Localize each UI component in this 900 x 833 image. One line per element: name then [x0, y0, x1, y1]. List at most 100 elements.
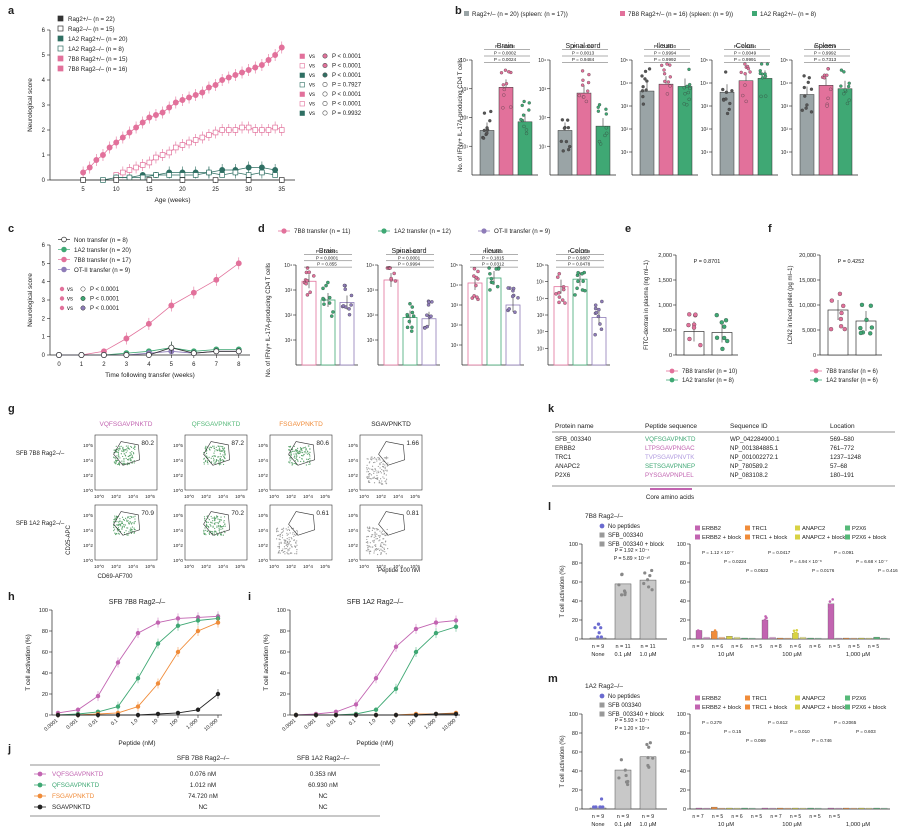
- bar: [873, 807, 880, 810]
- flow-event: [301, 450, 303, 452]
- x-tick-label: 5: [170, 362, 174, 368]
- flow-event: [119, 457, 121, 459]
- subpanel-title: Brain: [497, 43, 513, 50]
- flow-event: [294, 534, 296, 536]
- flow-event: [214, 461, 216, 463]
- data-point: [573, 293, 577, 297]
- flow-event: [293, 535, 295, 537]
- flow-event: [309, 448, 311, 450]
- flow-event: [208, 448, 211, 451]
- data-point: [605, 131, 609, 135]
- flow-event: [377, 465, 379, 468]
- data-point: [557, 300, 561, 305]
- flow-event: [118, 464, 121, 466]
- flow-plot: [269, 504, 333, 561]
- flow-event: [296, 549, 298, 551]
- data-point: [762, 621, 766, 625]
- flow-event: [127, 447, 130, 449]
- y-tick-label: 10^4: [258, 528, 268, 533]
- table-header: Location: [830, 423, 855, 430]
- y-tick-label: 100: [677, 542, 686, 548]
- data-point: [662, 68, 666, 72]
- flow-event: [126, 520, 128, 523]
- bar: [576, 92, 592, 176]
- data-point: [596, 635, 600, 639]
- data-point: [80, 177, 86, 183]
- x-tick-label: 10^4: [218, 564, 228, 569]
- flow-event: [282, 551, 285, 553]
- p-value: P = 0.9994: [654, 51, 677, 56]
- data-point: [727, 107, 731, 112]
- flow-event: [131, 456, 133, 459]
- flow-event: [385, 482, 387, 484]
- data-point: [347, 312, 352, 317]
- data-point: [501, 83, 505, 87]
- flow-event: [117, 527, 120, 529]
- x-tick-label: 10^5: [235, 564, 245, 569]
- data-point: [235, 260, 242, 267]
- flow-event: [377, 553, 379, 556]
- data-point: [584, 99, 589, 104]
- data-point: [828, 327, 834, 332]
- data-point: [687, 67, 691, 72]
- data-point: [353, 712, 359, 718]
- flow-event: [366, 541, 369, 543]
- flow-event: [288, 537, 290, 539]
- flow-event: [378, 480, 380, 482]
- y-tick-label: 0: [813, 353, 816, 359]
- data-point: [825, 104, 829, 108]
- bar: [865, 637, 873, 640]
- y-tick-label: 10^0: [258, 558, 268, 563]
- data-point: [743, 72, 747, 76]
- legend-marker: [61, 246, 67, 253]
- flow-event: [293, 453, 295, 455]
- flow-event: [123, 453, 125, 455]
- flow-event: [126, 527, 128, 529]
- flow-event: [305, 452, 307, 454]
- flow-event: [373, 541, 375, 543]
- y-tick-label: 10⁵: [450, 263, 458, 269]
- p-value: P = 0.746: [812, 738, 832, 743]
- flow-event: [376, 528, 379, 530]
- data-point: [239, 69, 245, 76]
- flow-event: [114, 462, 116, 464]
- stat-p: P < 0.0001: [90, 287, 120, 293]
- flow-event: [288, 549, 290, 551]
- flow-event: [115, 532, 117, 535]
- data-point: [839, 68, 844, 72]
- flow-event: [208, 533, 211, 535]
- bar: [881, 637, 888, 640]
- flow-event: [277, 546, 279, 548]
- legend-marker: [61, 236, 67, 243]
- x-tick-label: 7: [215, 362, 219, 368]
- data-point: [594, 310, 599, 315]
- flow-event: [130, 532, 133, 534]
- data-point: [488, 288, 492, 292]
- flow-event: [287, 533, 289, 535]
- flow-event: [289, 540, 291, 542]
- flow-row-label: SFB 7B8 Rag2–/–: [16, 451, 65, 457]
- flow-event: [127, 446, 129, 449]
- panel-letter-c: c: [8, 223, 14, 235]
- table-cell: PYSGAVPNPLEL: [645, 472, 694, 479]
- x-tick-label: 2: [102, 362, 106, 368]
- flow-event: [297, 451, 299, 453]
- flow-event: [219, 458, 221, 460]
- flow-event: [113, 521, 115, 523]
- data-point: [596, 622, 601, 626]
- table-cell: TRC1: [555, 454, 572, 461]
- flow-event: [287, 543, 289, 545]
- flow-event: [383, 473, 385, 475]
- data-point: [313, 712, 319, 718]
- group-label: None: [591, 822, 604, 828]
- x-tick-label: 10^4: [128, 564, 138, 569]
- flow-event: [385, 456, 388, 458]
- y-tick-label: 10^2: [348, 473, 358, 478]
- panel-letter-a: a: [8, 5, 15, 17]
- flow-event: [368, 548, 370, 551]
- y-tick-label: 10¹: [367, 338, 375, 344]
- p-value: P = 0.9991: [734, 57, 757, 62]
- flow-event: [134, 445, 136, 447]
- y-tick-label: 10⁶: [536, 263, 544, 269]
- data-point: [472, 266, 477, 271]
